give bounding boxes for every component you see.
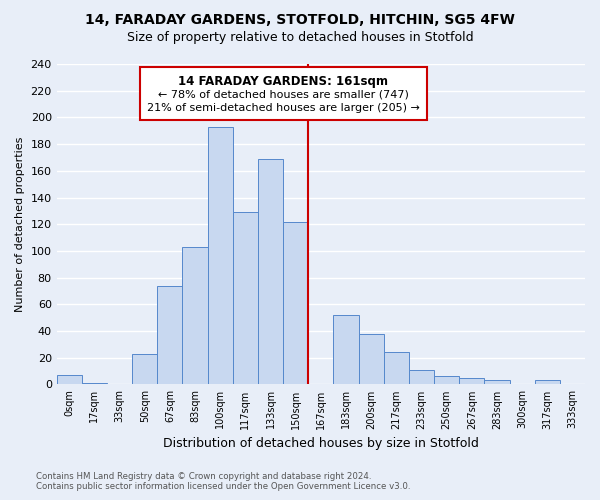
Bar [233, 212, 258, 384]
Text: 21% of semi-detached houses are larger (205) →: 21% of semi-detached houses are larger (… [146, 103, 419, 113]
Bar [132, 354, 157, 384]
Bar [258, 159, 283, 384]
Bar [535, 380, 560, 384]
Bar [384, 352, 409, 384]
Bar [283, 222, 308, 384]
Bar [334, 315, 359, 384]
Bar [182, 247, 208, 384]
Text: Contains HM Land Registry data © Crown copyright and database right 2024.
Contai: Contains HM Land Registry data © Crown c… [36, 472, 410, 491]
Bar [359, 334, 384, 384]
Bar [208, 127, 233, 384]
Y-axis label: Number of detached properties: Number of detached properties [15, 136, 25, 312]
Text: ← 78% of detached houses are smaller (747): ← 78% of detached houses are smaller (74… [158, 90, 409, 100]
Bar [82, 383, 107, 384]
Text: 14, FARADAY GARDENS, STOTFOLD, HITCHIN, SG5 4FW: 14, FARADAY GARDENS, STOTFOLD, HITCHIN, … [85, 12, 515, 26]
Bar [459, 378, 484, 384]
FancyBboxPatch shape [140, 66, 427, 120]
Text: 14 FARADAY GARDENS: 161sqm: 14 FARADAY GARDENS: 161sqm [178, 75, 388, 88]
Bar [484, 380, 509, 384]
X-axis label: Distribution of detached houses by size in Stotfold: Distribution of detached houses by size … [163, 437, 479, 450]
Bar [56, 375, 82, 384]
Bar [434, 376, 459, 384]
Bar [409, 370, 434, 384]
Bar [157, 286, 182, 384]
Text: Size of property relative to detached houses in Stotfold: Size of property relative to detached ho… [127, 31, 473, 44]
